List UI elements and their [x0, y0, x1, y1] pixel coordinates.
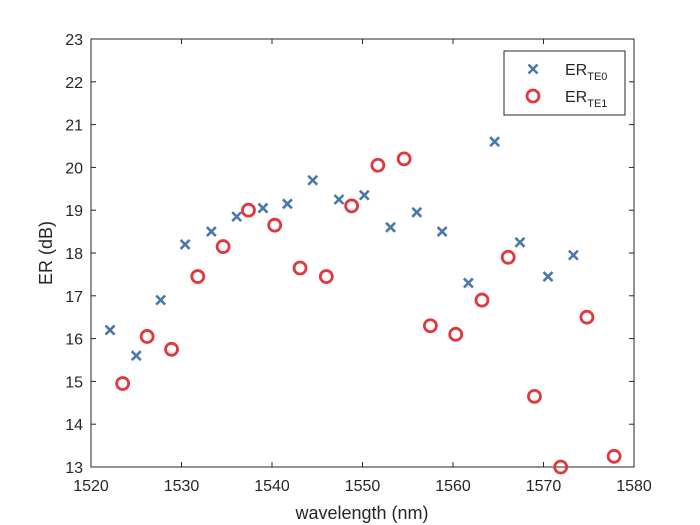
- data-point-te1: [215, 239, 231, 254]
- legend-x-icon: [527, 63, 539, 75]
- y-tick-label: 19: [65, 203, 83, 220]
- y-tick-label: 20: [65, 160, 83, 177]
- x-tick-label: 1570: [526, 478, 562, 495]
- y-tick-label: 18: [65, 246, 83, 263]
- data-point-te1: [267, 217, 283, 233]
- y-tick-label: 16: [65, 332, 83, 349]
- data-point-te0: [205, 226, 217, 238]
- data-point-te1: [527, 388, 542, 404]
- data-point-te1: [164, 341, 179, 357]
- x-tick-label: 1550: [345, 478, 381, 495]
- axis-ticks: [90, 38, 635, 468]
- legend-marker-te0: [527, 63, 539, 75]
- data-point-te1: [474, 292, 490, 308]
- data-point-te0: [333, 194, 345, 205]
- data-point-te0: [462, 277, 474, 289]
- data-point-te0: [489, 136, 501, 148]
- y-tick-label: 22: [65, 75, 83, 92]
- data-point-te1: [422, 318, 438, 334]
- data-point-te0: [281, 198, 293, 210]
- x-tick-label: 1530: [164, 478, 200, 495]
- x-tick-label: 1560: [435, 478, 471, 495]
- data-point-te0: [567, 249, 579, 261]
- y-tick-label: 14: [65, 417, 83, 434]
- data-point-te0: [231, 211, 243, 223]
- data-point-te1: [292, 260, 308, 276]
- y-tick-label: 17: [65, 289, 83, 306]
- data-point-te0: [130, 350, 142, 362]
- data-point-te0: [385, 221, 396, 233]
- legend-entry-te1: ERTE1: [565, 89, 607, 110]
- legend: ERTE0 ERTE1: [503, 50, 626, 116]
- data-point-te1: [318, 269, 334, 284]
- y-axis-label: ER (dB): [36, 221, 56, 285]
- legend-entry-te0-subscript: TE0: [587, 71, 607, 83]
- y-tick-label: 23: [65, 32, 83, 49]
- data-point-te0: [307, 174, 319, 186]
- data-point-te0: [542, 271, 554, 282]
- data-point-te0: [358, 189, 370, 201]
- tick-labels: 1520 1530 1540 1550 1560 1570 1580 13 14 15 16 17 18…: [65, 32, 652, 495]
- y-tick-label: 15: [65, 374, 83, 391]
- x-axis-label: wavelength (nm): [294, 503, 428, 523]
- data-point-te0: [155, 294, 167, 306]
- legend-marker-te1: [525, 88, 541, 104]
- data-point-te1: [139, 329, 155, 344]
- legend-entry-te1-name: ER: [565, 89, 587, 106]
- x-tick-label: 1540: [254, 478, 290, 495]
- data-point-te0: [514, 236, 526, 248]
- legend-box: [503, 50, 626, 116]
- data-point-te1: [344, 198, 360, 214]
- data-point-te1: [190, 269, 206, 284]
- data-point-te1: [606, 448, 622, 464]
- data-point-te1: [115, 376, 131, 391]
- data-point-te1: [500, 249, 516, 265]
- x-tick-label: 1580: [616, 478, 652, 495]
- data-point-te1: [448, 326, 464, 342]
- x-tick-label: 1520: [73, 478, 109, 495]
- data-point-te0: [179, 239, 191, 250]
- y-tick-label: 13: [65, 460, 83, 477]
- data-point-te1: [241, 202, 256, 218]
- legend-entry-te0-name: ER: [565, 62, 587, 79]
- data-point-te0: [104, 324, 116, 336]
- data-point-te0: [411, 206, 423, 218]
- data-point-te0: [436, 226, 448, 238]
- data-points: [104, 136, 622, 475]
- data-point-te1: [396, 151, 412, 167]
- data-point-te1: [553, 459, 569, 475]
- legend-circle-icon: [525, 88, 541, 104]
- data-point-te0: [257, 202, 269, 214]
- y-tick-label: 21: [65, 118, 83, 135]
- legend-entry-te1-subscript: TE1: [587, 98, 607, 110]
- data-point-te1: [579, 309, 595, 325]
- data-point-te1: [370, 157, 386, 173]
- legend-entry-te0: ERTE0: [565, 62, 607, 83]
